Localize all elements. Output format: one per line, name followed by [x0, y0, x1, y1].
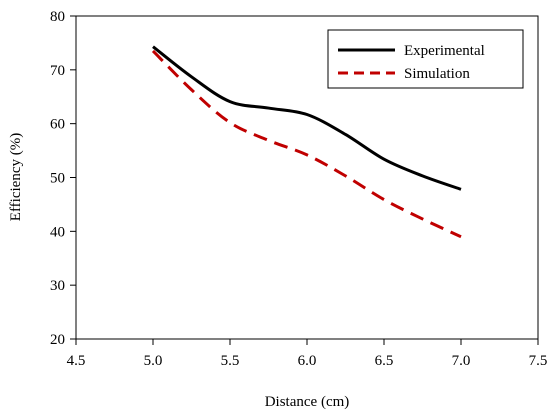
x-tick-label: 4.5 — [67, 353, 86, 369]
y-axis-ticks: 20 30 40 50 60 70 80 — [50, 9, 76, 348]
legend-label-experimental: Experimental — [404, 43, 485, 59]
x-tick-label: 7.5 — [529, 353, 548, 369]
legend: Experimental Simulation — [327, 29, 524, 89]
y-axis-label: Efficiency (%) — [8, 133, 24, 221]
y-tick-label: 20 — [50, 332, 65, 348]
y-tick-label: 70 — [50, 63, 65, 79]
x-tick-label: 6.0 — [298, 353, 317, 369]
y-tick-label: 80 — [50, 9, 65, 25]
legend-box — [327, 29, 524, 89]
x-tick-label: 7.0 — [452, 353, 471, 369]
x-axis-ticks: 4.5 5.0 5.5 6.0 6.5 7.0 7.5 — [67, 339, 548, 369]
series-line-experimental — [152, 45, 462, 191]
y-tick-label: 40 — [50, 224, 65, 240]
series-line-simulation — [151, 49, 462, 239]
y-tick-label: 50 — [50, 171, 65, 187]
y-tick-label: 60 — [50, 117, 65, 133]
x-axis-label: Distance (cm) — [265, 394, 350, 410]
series-lines — [151, 45, 462, 239]
y-tick-label: 30 — [50, 278, 65, 294]
legend-label-simulation: Simulation — [404, 66, 470, 82]
x-tick-label: 5.0 — [144, 353, 163, 369]
x-tick-label: 5.5 — [221, 353, 240, 369]
x-tick-label: 6.5 — [375, 353, 394, 369]
